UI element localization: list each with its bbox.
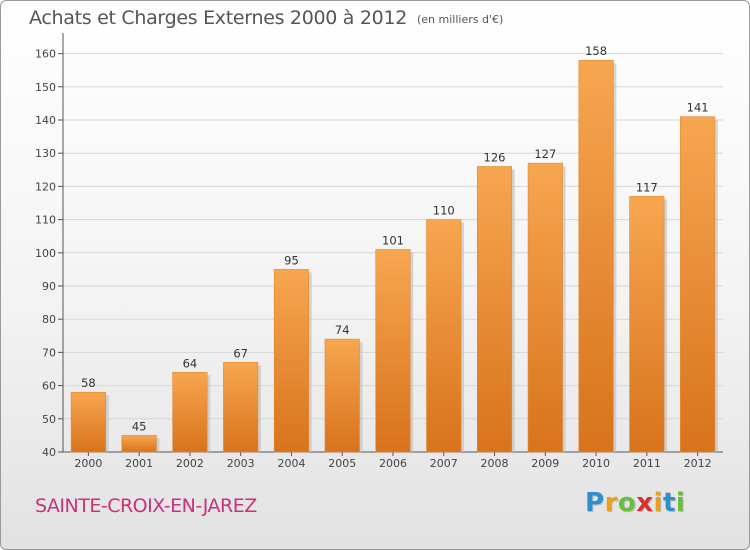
bar-value-label: 110 [433,204,455,218]
y-tick-label: 90 [42,280,56,293]
y-tick-label: 120 [35,180,56,193]
bar-value-label: 141 [687,101,709,115]
axes: 40 50 60 70 80 90 100 110 120 130 140 150 160 2000 200… [35,33,723,470]
y-tick-label: 110 [35,214,56,227]
logo-letter: i [653,488,663,518]
y-tick-label: 40 [42,446,56,459]
bar-value-label: 127 [534,147,556,161]
x-tick-label: 2000 [74,457,102,470]
x-tick-label: 2004 [277,457,305,470]
chart-unit: (en milliers d'€) [417,13,504,26]
bar [476,166,513,453]
bar [527,162,563,453]
x-tick-label: 2008 [481,457,509,470]
logo-letter: o [617,488,637,518]
commune-name: SAINTE-CROIX-EN-JAREZ [35,495,257,517]
logo-letter: x [636,488,654,518]
bar [70,391,106,453]
x-tick-label: 2006 [379,457,407,470]
logo-letter: P [585,488,605,518]
y-tick-label: 160 [35,48,56,61]
bar-value-label: 95 [284,253,299,267]
bar [426,219,462,453]
bar-value-label: 126 [484,150,506,164]
x-tick-label: 2012 [684,457,712,470]
x-tick-label: 2009 [531,457,559,470]
y-tick-label: 70 [42,346,56,359]
bar-value-label: 64 [183,356,198,370]
chart-title: Achats et Charges Externes 2000 à 2012 [29,7,408,29]
bar [578,59,614,453]
bar [375,249,411,453]
proxiti-logo[interactable]: Proxiti [585,488,685,518]
bar [680,116,716,453]
bar-value-label: 158 [585,44,607,58]
y-tick-label: 130 [35,147,56,160]
bar-value-label: 101 [382,233,404,247]
bar [121,435,157,453]
y-tick-label: 140 [35,114,56,127]
bar [273,269,310,453]
y-tick-label: 50 [42,413,56,426]
x-tick-label: 2003 [227,457,255,470]
logo-letter: t [662,488,676,518]
x-tick-label: 2005 [328,457,356,470]
x-tick-label: 2002 [176,457,204,470]
logo-letter: i [675,488,686,518]
value-labels: 58 45 64 67 95 74 101 110 126 127 158 117 141 [81,44,709,433]
bar-value-label: 67 [233,346,248,360]
logo-letter: r [604,488,618,518]
bar-value-label: 45 [132,419,147,433]
bar [172,372,208,453]
y-tick-label: 150 [35,81,56,94]
bar [629,196,665,453]
bar-value-label: 58 [81,376,96,390]
bars [70,59,718,453]
x-tick-label: 2010 [582,457,610,470]
x-tick-label: 2011 [633,457,661,470]
bar-value-label: 117 [636,180,658,194]
bar-value-label: 74 [335,323,350,337]
y-tick-label: 100 [35,247,56,260]
bar [223,362,259,453]
y-tick-label: 60 [42,380,56,393]
x-tick-label: 2007 [430,457,458,470]
x-tick-label: 2001 [125,457,153,470]
bar [324,338,360,453]
y-tick-label: 80 [42,313,56,326]
